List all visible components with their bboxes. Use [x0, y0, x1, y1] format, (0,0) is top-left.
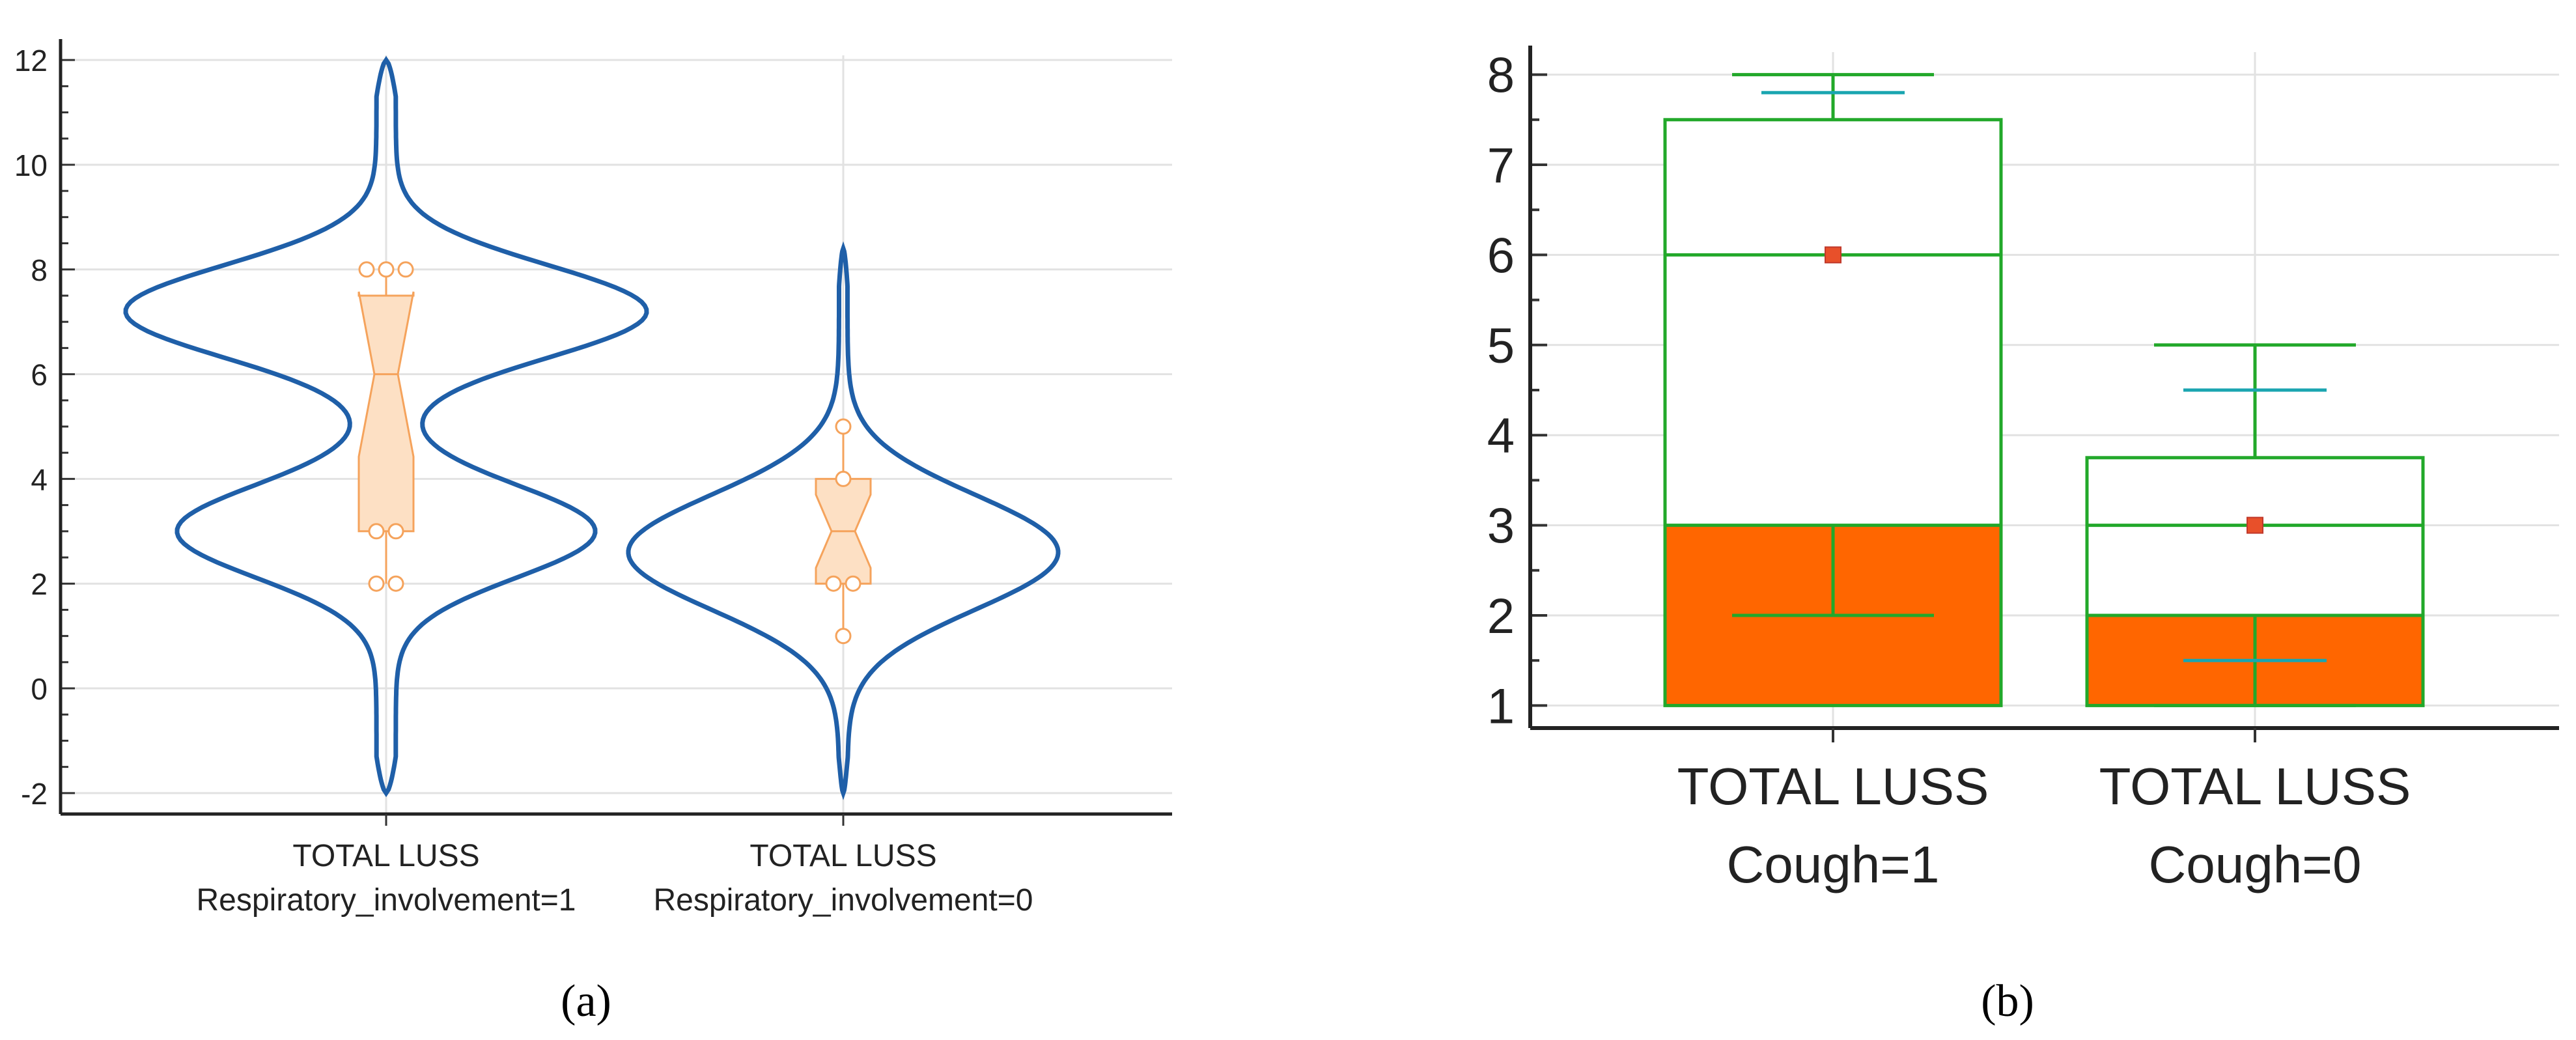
violin-shape: [626, 241, 1061, 800]
y-tick-label: 4: [1487, 408, 1515, 464]
y-tick-label: 8: [31, 253, 48, 287]
y-tick-label: 5: [1487, 318, 1515, 374]
y-tick-label: 12: [14, 44, 48, 77]
panel-b-box-chart: 1 2 3 4 5 6 7 8 TOTAL LUSS Cough=1 TOTAL LUSS Cough…: [1487, 46, 2559, 893]
y-tick-label: 3: [1487, 499, 1515, 554]
y-tick-label: 7: [1487, 138, 1515, 193]
data-point: [378, 261, 395, 278]
y-tick-label: 6: [1487, 228, 1515, 283]
y-tick-label: -2: [21, 777, 48, 811]
x-tick-label: Respiratory_involvement=0: [654, 883, 1033, 918]
y-tick-label: 8: [1487, 48, 1515, 104]
x-tick-label: TOTAL LUSS: [1677, 757, 1989, 815]
data-point: [835, 470, 852, 487]
data-point: [387, 575, 404, 592]
y-tick-label: 10: [14, 148, 48, 182]
panel-a-violin-chart: -2 0 2 4 6 8 10 12 TOTAL LUSS Respiratory_involve…: [14, 39, 1172, 918]
mean-marker: [1825, 246, 1841, 264]
y-tick-label: 2: [1487, 589, 1515, 644]
notched-box: [357, 291, 415, 533]
data-point: [397, 261, 414, 278]
data-point: [368, 523, 385, 540]
x-tick-label: Respiratory_involvement=1: [197, 883, 576, 918]
data-point: [835, 628, 852, 645]
data-point: [358, 261, 375, 278]
x-tick-label: TOTAL LUSS: [749, 839, 936, 873]
y-tick-label: 0: [31, 672, 48, 706]
x-tick-label: Cough=1: [1727, 836, 1940, 893]
y-tick-label: 6: [31, 358, 48, 392]
mean-marker: [2247, 516, 2263, 534]
panel-a-label: (a): [561, 976, 611, 1026]
data-point: [387, 523, 404, 540]
y-tick-label: 4: [31, 462, 48, 496]
box: [1663, 118, 2003, 527]
y-tick-label: 1: [1487, 679, 1515, 734]
data-point: [368, 575, 385, 592]
x-tick-label: TOTAL LUSS: [292, 839, 479, 873]
y-tick-label: 2: [31, 567, 48, 601]
data-point: [825, 575, 842, 592]
data-point: [845, 575, 861, 592]
violin-shape: [123, 55, 649, 798]
x-tick-label: TOTAL LUSS: [2099, 757, 2411, 815]
box: [2085, 456, 2425, 617]
x-tick-label: Cough=0: [2149, 836, 2362, 893]
panel-b-label: (b): [1981, 976, 2034, 1026]
data-point: [835, 418, 852, 435]
